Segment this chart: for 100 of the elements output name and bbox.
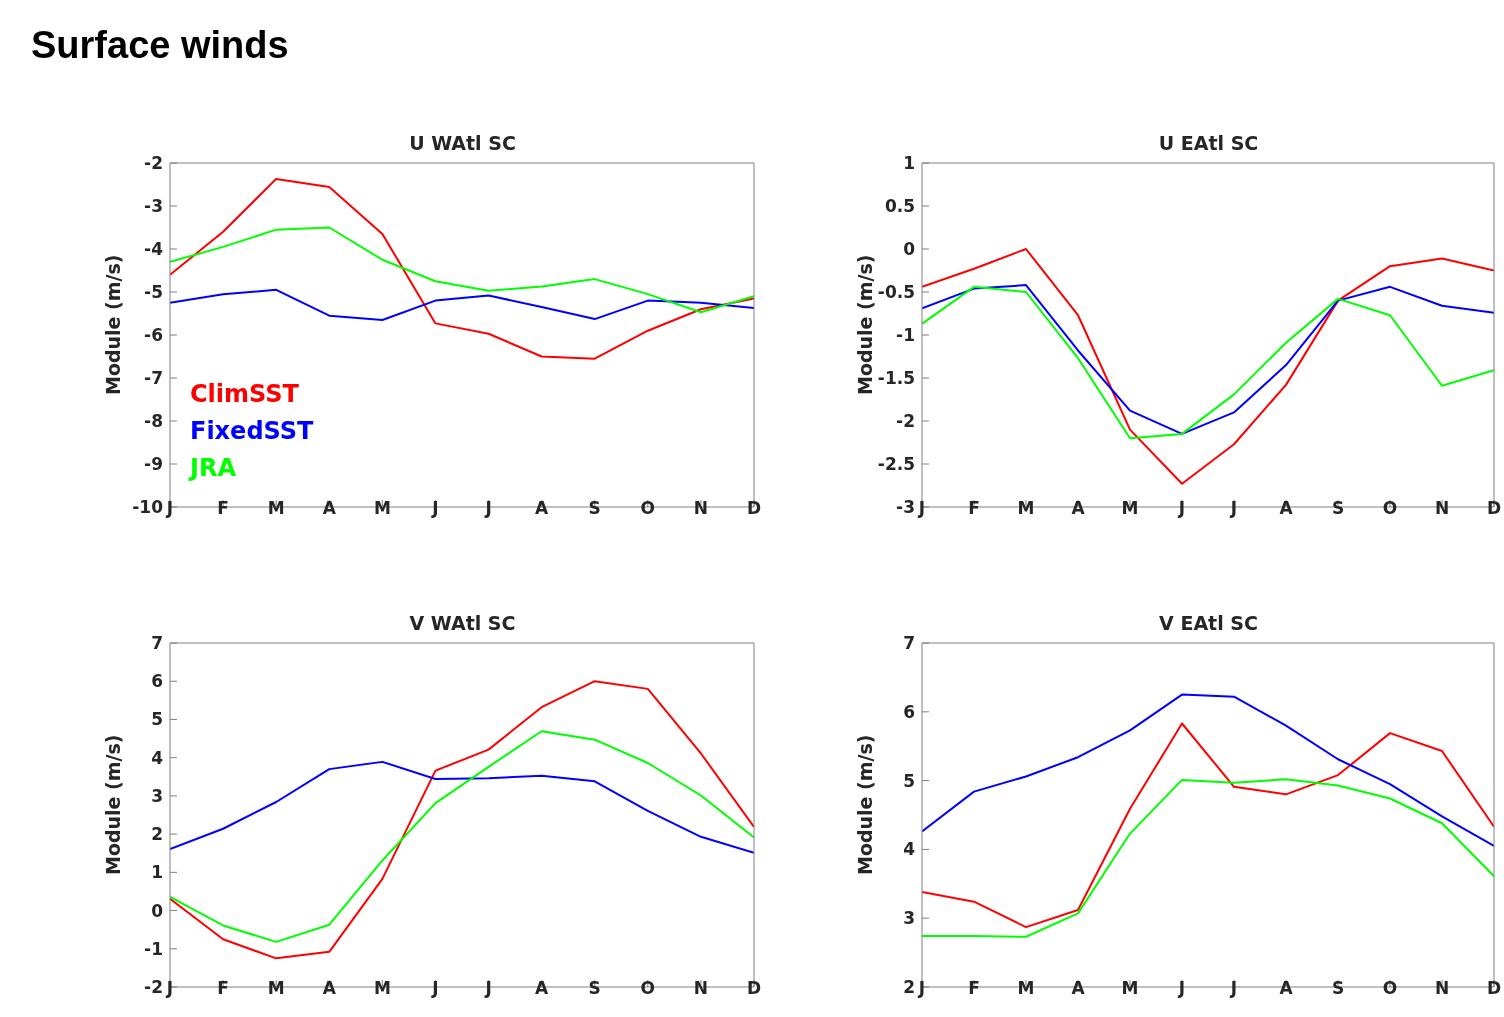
chart-title: V WAtl SC [408, 612, 517, 634]
y-tick-label: 0 [903, 239, 916, 260]
y-tick-label: -7 [144, 368, 163, 389]
text: ClimSST [190, 379, 300, 410]
y-axis-title: Module (m/s) [853, 254, 876, 395]
x-tick-label: N [1434, 978, 1450, 999]
x-tick-label: O [1382, 498, 1398, 519]
y-tick-label: 5 [151, 709, 163, 730]
x-tick-label: J [1229, 498, 1238, 519]
y-tick-label: -1.5 [877, 368, 915, 389]
x-tick-label: S [1331, 498, 1345, 519]
x-tick-label: A [1071, 978, 1086, 999]
y-tick-label: 6 [903, 701, 915, 722]
x-tick-label: F [968, 978, 980, 999]
x-tick-label: J [917, 498, 926, 519]
x-tick-label: M [267, 498, 285, 519]
line-series [170, 760, 754, 854]
line-series [170, 177, 754, 360]
x-tick-label: M [1017, 978, 1035, 999]
y-tick-label: -2.5 [877, 454, 915, 475]
y-tick-label: 7 [151, 633, 163, 654]
x-tick-label: N [693, 978, 709, 999]
y-tick-label: 0.5 [884, 196, 915, 217]
x-tick-label: J [1229, 978, 1238, 999]
x-tick-label: S [588, 978, 601, 999]
line-series [922, 722, 1494, 929]
y-tick-label: 2 [903, 977, 915, 998]
y-tick-label: -5 [144, 282, 163, 303]
chart-title: U WAtl SC [408, 132, 517, 154]
x-tick-label: S [1331, 978, 1345, 999]
x-tick-label: F [968, 498, 980, 519]
y-tick-label: -0.5 [877, 282, 915, 303]
x-tick-label: J [484, 978, 492, 999]
x-tick-label: O [1382, 978, 1398, 999]
y-tick-label: 1 [151, 862, 163, 883]
x-tick-label: M [1017, 498, 1035, 519]
x-tick-label: A [535, 498, 550, 519]
y-axis-title: Module (m/s) [101, 254, 124, 395]
x-tick-label: S [588, 498, 601, 519]
y-axis-title: Module (m/s) [853, 734, 876, 875]
x-tick-label: M [1121, 498, 1139, 519]
y-tick-label: -4 [144, 239, 164, 260]
y-tick-label: -6 [144, 325, 163, 346]
x-tick-label: M [373, 498, 391, 519]
y-tick-label: 4 [903, 839, 916, 860]
y-axis-title: Module (m/s) [101, 734, 124, 875]
x-tick-label: A [1279, 498, 1294, 519]
x-tick-label: J [484, 498, 492, 519]
x-tick-label: A [322, 498, 337, 519]
text: JRA [190, 453, 237, 484]
y-tick-label: -2 [896, 411, 915, 432]
y-tick-label: -3 [896, 497, 915, 518]
x-tick-label: N [1434, 498, 1450, 519]
y-tick-label: 6 [151, 671, 163, 692]
line-series [922, 778, 1494, 938]
y-tick-label: -3 [144, 196, 163, 217]
y-tick-label: 3 [151, 785, 163, 806]
x-tick-label: F [217, 498, 229, 519]
x-tick-label: N [693, 498, 709, 519]
y-tick-label: 2 [151, 824, 163, 845]
x-tick-label: A [322, 978, 337, 999]
x-tick-label: D [1486, 978, 1502, 999]
x-tick-label: M [1121, 978, 1139, 999]
x-tick-label: M [373, 978, 391, 999]
y-tick-label: -1 [896, 325, 915, 346]
x-tick-label: J [431, 498, 439, 519]
x-tick-label: J [165, 978, 174, 999]
x-tick-label: J [917, 978, 926, 999]
text: FixedSST [190, 416, 314, 447]
line-series [922, 693, 1494, 847]
x-tick-label: A [1279, 978, 1294, 999]
x-tick-label: F [217, 978, 229, 999]
x-tick-label: O [640, 498, 656, 519]
x-tick-label: A [535, 978, 550, 999]
x-tick-label: J [431, 978, 439, 999]
line-series [922, 248, 1494, 485]
x-tick-label: D [746, 978, 762, 999]
x-tick-label: J [1177, 498, 1186, 519]
y-tick-label: -2 [144, 153, 163, 174]
x-tick-label: O [640, 978, 656, 999]
line-series [170, 680, 754, 960]
y-tick-label: 1 [903, 153, 915, 174]
y-tick-label: -2 [144, 977, 163, 998]
x-tick-label: D [1486, 498, 1502, 519]
y-tick-label: 0 [151, 900, 164, 921]
y-tick-label: -8 [144, 411, 163, 432]
line-series [170, 730, 754, 943]
x-tick-label: D [746, 498, 762, 519]
y-tick-label: 7 [903, 633, 915, 654]
y-tick-label: 4 [151, 747, 164, 768]
y-tick-label: -1 [144, 938, 163, 959]
text: Surface winds [31, 24, 289, 67]
x-tick-label: A [1071, 498, 1086, 519]
chart-title: V EAtl SC [1158, 612, 1259, 634]
line-series [170, 226, 754, 314]
y-tick-label: -9 [144, 454, 163, 475]
line-series [170, 288, 754, 321]
chart-title: U EAtl SC [1157, 132, 1260, 154]
x-tick-label: J [1177, 978, 1186, 999]
y-tick-label: 3 [903, 908, 915, 929]
